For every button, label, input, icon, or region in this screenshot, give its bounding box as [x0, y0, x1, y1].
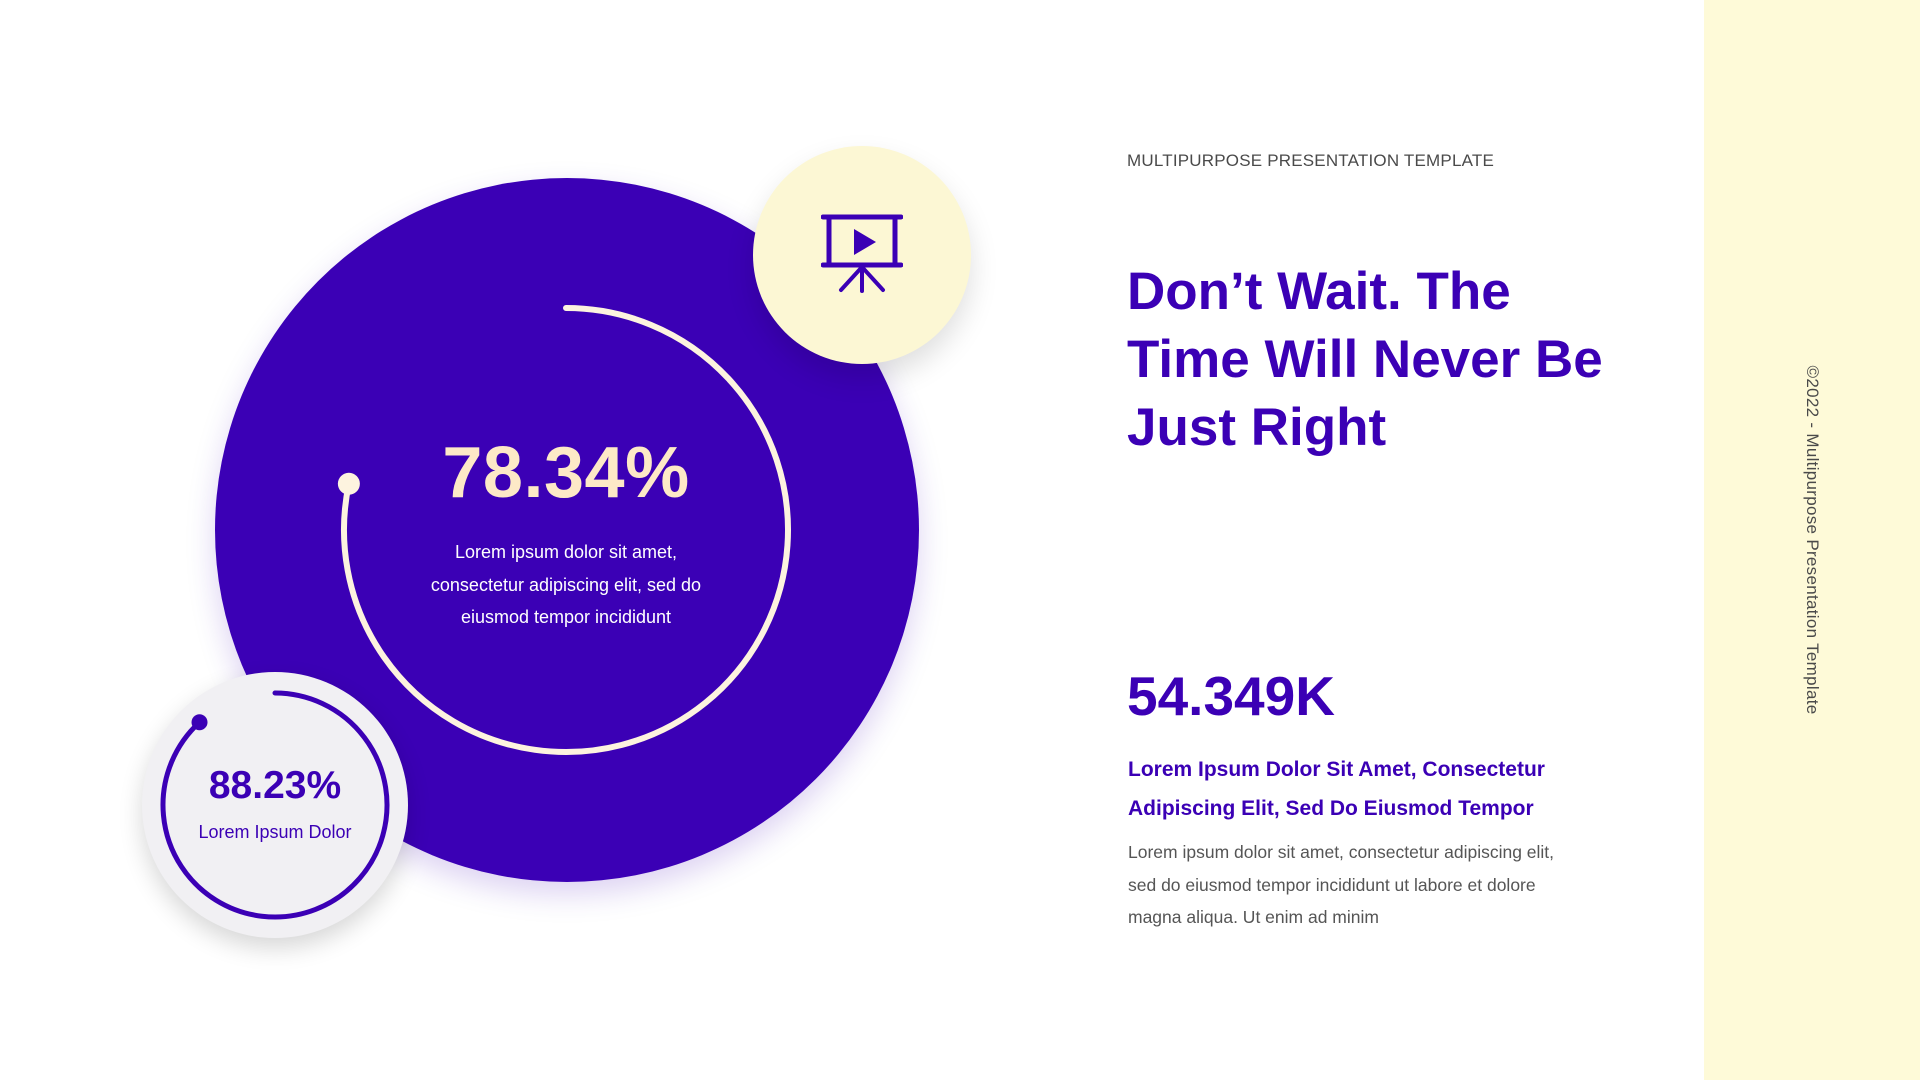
small-metric-label: Lorem Ipsum Dolor — [198, 822, 352, 842]
body-paragraph: Lorem ipsum dolor sit amet, consectetur … — [1128, 842, 1555, 927]
presentation-badge — [753, 146, 971, 364]
presentation-board-play-icon — [821, 214, 903, 293]
small-progress-marker — [191, 714, 208, 731]
main-progress-marker — [337, 472, 360, 495]
main-metric-value: 78.34% — [442, 433, 690, 513]
small-metric-circle — [142, 672, 408, 938]
main-metric-description: Lorem ipsum dolor sit amet, consectetur … — [430, 542, 702, 627]
eyebrow-text: MULTIPURPOSE PRESENTATION TEMPLATE — [1127, 151, 1495, 170]
side-panel — [1704, 0, 1920, 1080]
main-progress-ring — [341, 305, 791, 755]
small-metric-value: 88.23% — [208, 764, 342, 807]
stat-subheading: Lorem Ipsum Dolor Sit Amet, Consectetur … — [1128, 758, 1545, 820]
stat-value: 54.349K — [1127, 665, 1335, 727]
small-progress-ring — [160, 690, 390, 920]
headline: Don’t Wait. The Time Will Never Be Just … — [1127, 262, 1603, 457]
